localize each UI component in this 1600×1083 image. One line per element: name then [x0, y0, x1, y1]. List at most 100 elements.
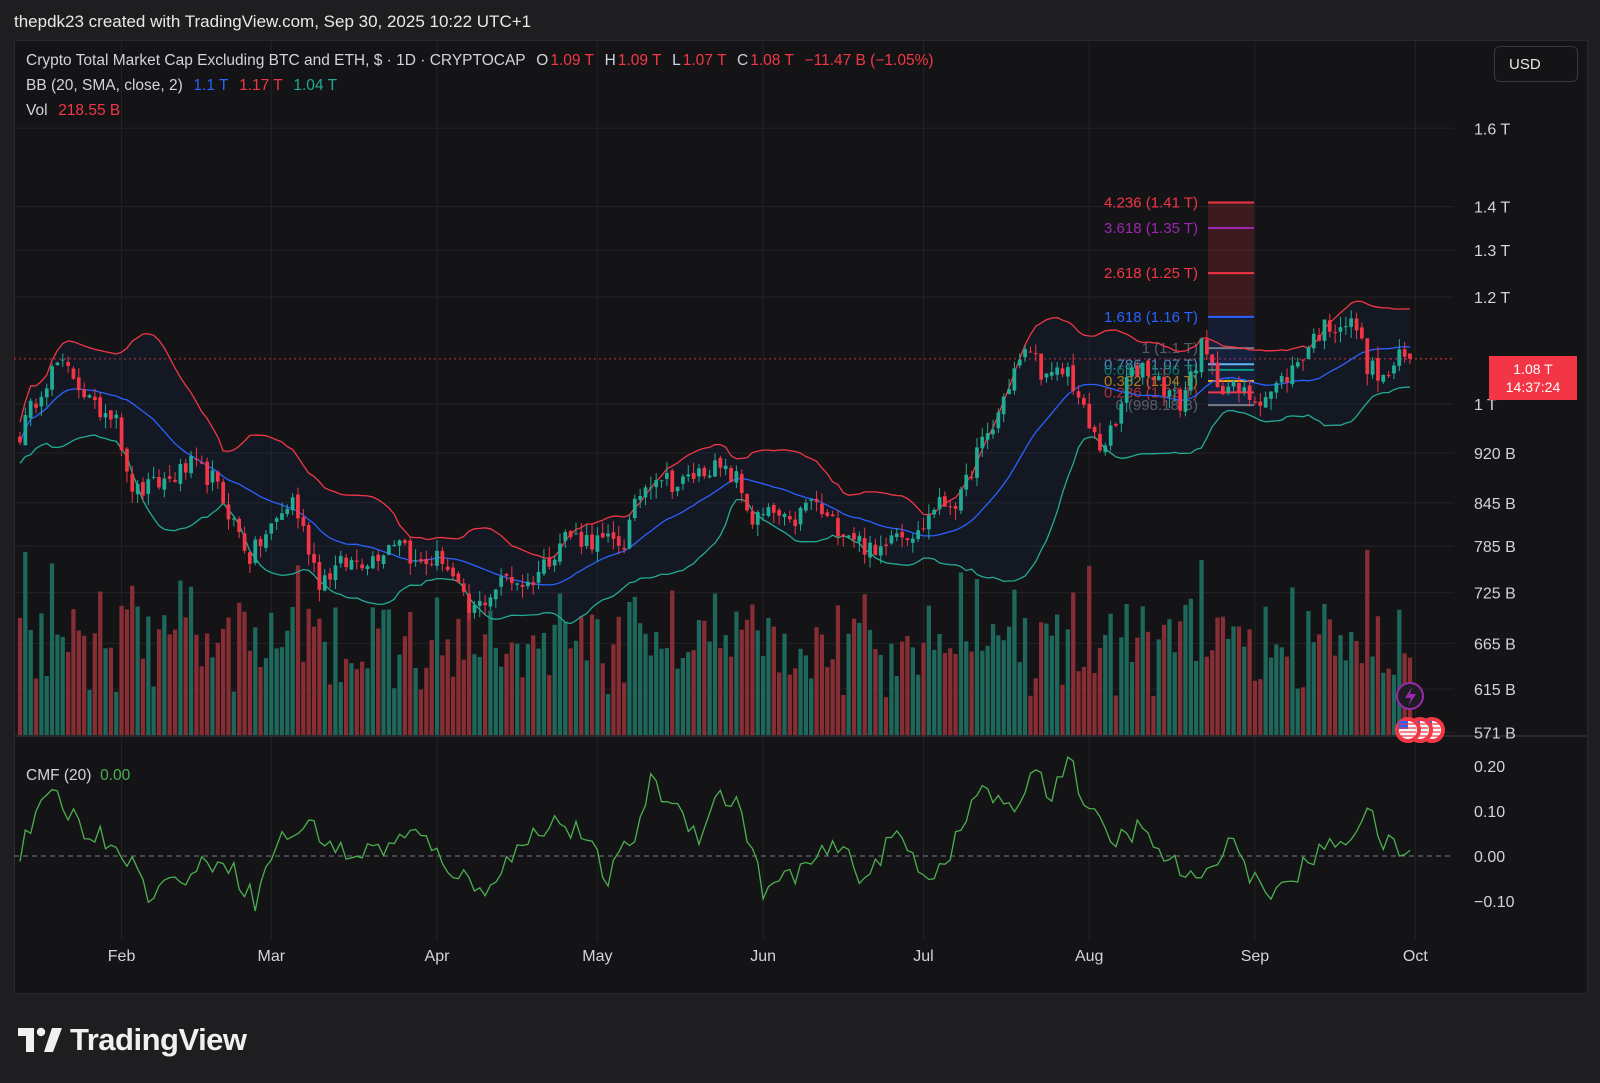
candle-body: [76, 377, 81, 391]
volume-bar: [461, 659, 466, 735]
volume-bar: [424, 667, 429, 735]
volume-bar: [969, 651, 974, 735]
candle-body: [616, 536, 621, 546]
candle-body: [183, 463, 188, 473]
candle-body: [274, 518, 279, 522]
currency-button[interactable]: USD: [1494, 46, 1578, 82]
candle-body: [1172, 390, 1177, 392]
symbol-legend[interactable]: Crypto Total Market Cap Excluding BTC an…: [26, 52, 936, 70]
volume-bar: [835, 605, 841, 735]
cmf-legend[interactable]: CMF (20) 0.00: [26, 767, 130, 785]
candle-body: [232, 518, 236, 520]
time-axis-label: Feb: [108, 948, 136, 965]
fib-level-label: 4.236 (1.41 T): [1104, 194, 1198, 211]
brand-name: TradingView: [70, 1022, 247, 1057]
volume-bar: [151, 686, 156, 735]
candle-body: [857, 535, 862, 542]
volume-bar: [466, 599, 472, 735]
volume-bar: [1322, 604, 1327, 735]
candle-body: [178, 464, 183, 484]
volume-bar: [322, 641, 327, 735]
volume-bar: [851, 618, 857, 735]
volume-bar: [119, 605, 124, 735]
cmf-axis-label: −0.10: [1474, 894, 1515, 911]
candle-body: [440, 550, 445, 564]
volume-bar: [1199, 560, 1204, 735]
volume-bar: [327, 684, 333, 735]
candle-body: [189, 456, 193, 474]
candle-body: [493, 589, 498, 600]
volume-bar: [953, 653, 958, 735]
volume-bar: [1290, 587, 1295, 735]
candle-body: [349, 559, 354, 570]
last-price-tag: 1.08 T 14:37:24: [1489, 356, 1577, 400]
candle-body: [1205, 339, 1209, 355]
volume-bar: [1135, 637, 1140, 735]
candle-body: [1012, 368, 1017, 391]
volume-bar: [1145, 631, 1151, 735]
volume-bar: [108, 647, 114, 735]
volume-bar: [1231, 626, 1236, 735]
candle-body: [1365, 338, 1370, 374]
volume-bar: [1274, 644, 1279, 735]
candle-body: [242, 533, 247, 551]
open-label: O: [536, 52, 549, 69]
candle-body: [600, 533, 605, 538]
volume-bar: [654, 632, 659, 735]
vol-legend[interactable]: Vol 218.55 B: [26, 102, 122, 120]
volume-bar: [942, 653, 948, 735]
candle-body: [558, 543, 562, 562]
candle-body: [953, 506, 958, 509]
candle-body: [937, 497, 942, 510]
candle-body: [114, 414, 119, 419]
candle-body: [1290, 365, 1295, 385]
volume-bar: [1039, 622, 1044, 735]
price-axis-label: 1.2 T: [1474, 290, 1510, 307]
volume-bar: [744, 619, 750, 735]
volume-bar: [1028, 695, 1033, 735]
candle-body: [23, 415, 28, 445]
candle-body: [632, 498, 637, 519]
tradingview-logo-icon: [18, 1027, 62, 1052]
volume-bar: [1375, 616, 1381, 735]
volume-bar: [579, 616, 584, 735]
candle-body: [536, 571, 541, 583]
volume-bar: [889, 643, 894, 735]
candle-body: [584, 535, 589, 546]
candle-body: [1301, 359, 1305, 361]
volume-bar: [739, 629, 744, 735]
candle-body: [665, 473, 669, 479]
volume-bar: [1300, 687, 1306, 735]
candle-body: [964, 474, 969, 490]
volume-bar: [82, 635, 87, 735]
candle-body: [515, 583, 520, 585]
volume-bar: [344, 658, 349, 735]
volume-bar: [263, 658, 269, 735]
volume-bar: [841, 695, 846, 735]
candle-body: [71, 368, 76, 379]
volume-bar: [472, 654, 477, 735]
volume-bar: [1156, 639, 1161, 735]
volume-bar: [1215, 617, 1220, 735]
volume-bar: [814, 627, 819, 735]
close-label: C: [737, 52, 749, 69]
tradingview-logo[interactable]: TradingView: [18, 1022, 247, 1058]
volume-bar: [509, 642, 514, 735]
candle-body: [729, 467, 733, 483]
candle-body: [1001, 396, 1006, 415]
volume-bar: [477, 657, 482, 735]
volume-bar: [568, 648, 573, 735]
volume-bar: [130, 585, 135, 735]
candle-body: [681, 476, 685, 484]
chart-canvas[interactable]: 4.236 (1.41 T) 3.618 (1.35 T) 2.618 (1.25 …: [14, 40, 1586, 992]
volume-bar: [755, 630, 760, 735]
bb-legend[interactable]: BB (20, SMA, close, 2) 1.1 T 1.17 T 1.04…: [26, 77, 339, 95]
volume-bar: [450, 676, 456, 735]
candle-body: [1124, 377, 1129, 403]
volume-bar: [1140, 606, 1145, 735]
volume-bar: [247, 650, 253, 735]
volume-bar: [205, 633, 210, 735]
volume-bar: [237, 602, 242, 735]
candle-body: [98, 397, 103, 418]
candle-body: [975, 447, 979, 478]
